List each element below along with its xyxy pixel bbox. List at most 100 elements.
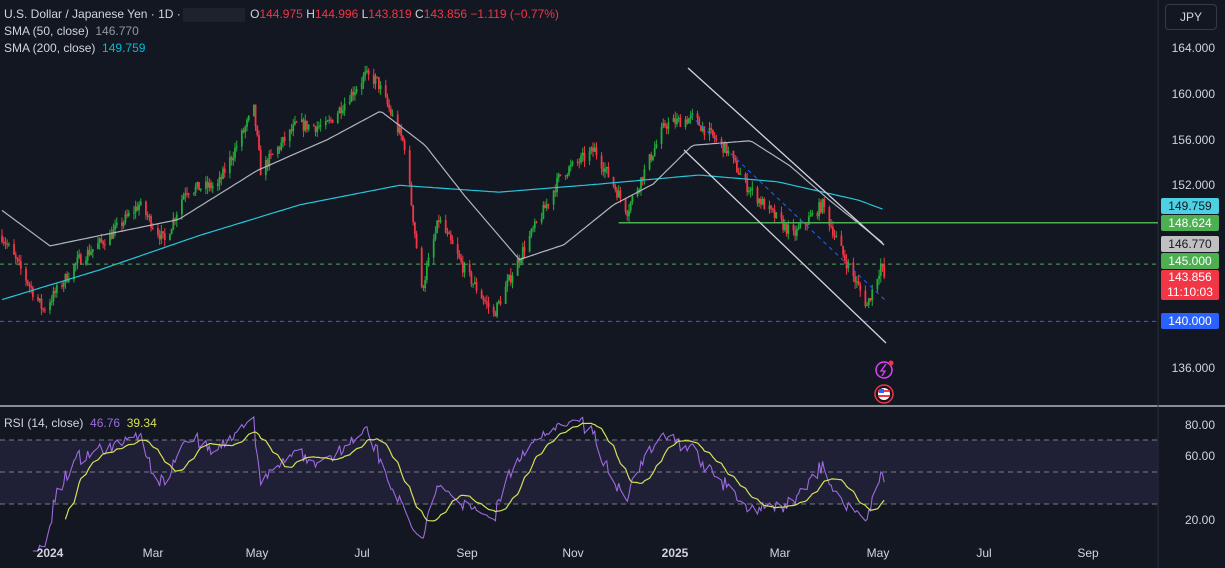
candle-body xyxy=(122,222,125,227)
candle-body xyxy=(169,234,171,241)
candle-body xyxy=(833,235,836,237)
candle-body xyxy=(768,205,771,210)
candle-body xyxy=(460,257,463,262)
candle-body xyxy=(638,189,641,191)
lightning-event-icon[interactable] xyxy=(875,360,894,379)
time-axis-label: Jul xyxy=(354,546,370,560)
candle-body xyxy=(121,222,123,227)
candle-body xyxy=(163,233,166,241)
sma50-legend[interactable]: SMA (50, close) 146.770 xyxy=(4,24,139,38)
sma50-line xyxy=(1,111,883,261)
candle-body xyxy=(506,280,509,287)
candle-body xyxy=(535,221,538,223)
channel-lower-line[interactable] xyxy=(683,149,887,344)
candle-body xyxy=(759,198,762,205)
candle-body xyxy=(592,147,594,152)
candle-body xyxy=(148,216,151,218)
sma200-legend[interactable]: SMA (200, close) 149.759 xyxy=(4,41,145,55)
candle-body xyxy=(66,274,69,282)
candle-body xyxy=(864,290,867,307)
candle-body xyxy=(302,119,305,131)
candle-body xyxy=(244,126,247,133)
candle-body xyxy=(64,274,67,284)
candle-body xyxy=(316,126,319,132)
candle-body xyxy=(629,201,632,211)
candle-body xyxy=(782,218,785,230)
candle-body xyxy=(564,175,567,177)
channel-upper-line[interactable] xyxy=(687,67,885,246)
candle-body xyxy=(256,126,259,136)
candle-body xyxy=(552,190,555,205)
candle-body xyxy=(835,235,838,237)
candle-body xyxy=(112,229,115,239)
candle-body xyxy=(55,285,58,293)
candle-body xyxy=(348,101,351,104)
candle-body xyxy=(146,215,149,217)
candle-body xyxy=(127,212,130,216)
candle-body xyxy=(640,177,642,190)
candle-body xyxy=(52,290,55,302)
candle-body xyxy=(616,189,618,198)
candle-body xyxy=(282,137,284,143)
time-axis-label: Mar xyxy=(769,546,791,560)
candle-body xyxy=(187,194,190,196)
candle-body xyxy=(145,201,147,216)
candle-body xyxy=(354,92,356,96)
candle-body xyxy=(650,154,653,161)
candle-body xyxy=(677,117,680,119)
last-price: 143.856 xyxy=(1168,270,1212,284)
time-axis-label: Mar xyxy=(142,546,164,560)
candle-body xyxy=(807,216,810,225)
candle-body xyxy=(463,263,466,273)
candle-body xyxy=(388,104,391,109)
candle-body xyxy=(379,85,382,90)
candle-body xyxy=(4,242,7,244)
candle-body xyxy=(852,262,855,277)
rsi-legend[interactable]: RSI (14, close) 46.76 39.34 xyxy=(4,416,157,430)
rsi-ma-line xyxy=(64,422,885,522)
candle-body xyxy=(448,232,451,235)
candle-body xyxy=(103,244,106,246)
candle-body xyxy=(619,190,622,199)
change-value: −1.119 (−0.77%) xyxy=(470,7,559,21)
candle-body xyxy=(664,123,666,127)
sma50-price-tag: 146.770 xyxy=(1161,236,1219,252)
candle-body xyxy=(857,281,860,285)
candle-body xyxy=(484,300,487,302)
candle-body xyxy=(350,91,353,102)
candle-body xyxy=(61,285,63,287)
candle-body xyxy=(593,147,596,152)
candle-body xyxy=(100,238,103,242)
candle-body xyxy=(854,276,857,283)
currency-button[interactable]: JPY xyxy=(1165,4,1217,30)
symbol-title: U.S. Dollar / Japanese Yen · 1D · xyxy=(4,7,181,21)
candle-body xyxy=(114,225,116,230)
candle-body xyxy=(328,119,331,121)
candle-body xyxy=(492,307,495,313)
candle-body xyxy=(97,243,99,250)
candle-body xyxy=(626,211,629,217)
us-flag-event-icon[interactable] xyxy=(874,384,894,404)
candle-body xyxy=(532,228,534,230)
candle-body xyxy=(326,120,329,122)
candle-body xyxy=(641,177,644,181)
candle-body xyxy=(220,176,223,179)
candle-body xyxy=(312,124,315,127)
candle-body xyxy=(725,142,728,154)
candle-body xyxy=(652,155,654,161)
candle-body xyxy=(415,233,418,249)
candle-body xyxy=(773,209,776,218)
candle-body xyxy=(242,130,245,133)
candle-body xyxy=(206,181,209,188)
time-axis-label: Sep xyxy=(456,546,478,560)
candle-body xyxy=(210,182,212,189)
candle-body xyxy=(480,290,483,299)
candle-body xyxy=(295,121,298,123)
candle-body xyxy=(222,168,224,179)
candle-body xyxy=(771,208,774,210)
candle-body xyxy=(461,261,464,273)
candle-body xyxy=(90,251,93,255)
hline-price-tag: 148.624 xyxy=(1161,215,1219,231)
candle-body xyxy=(816,212,819,217)
